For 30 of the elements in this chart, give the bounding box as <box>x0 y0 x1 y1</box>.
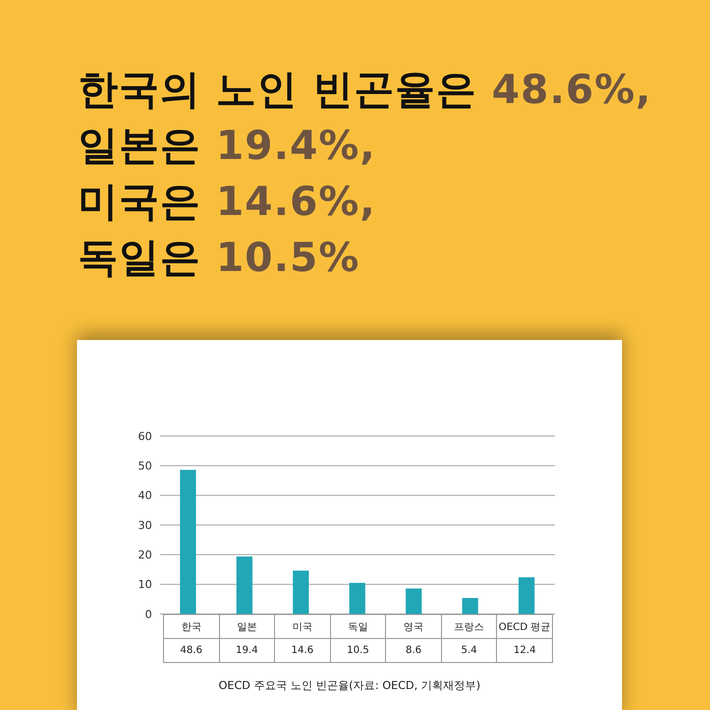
y-tick-label: 40 <box>138 489 152 502</box>
data-label: 48.6 <box>164 638 220 662</box>
x-tick-label: 미국 <box>274 614 330 638</box>
bar <box>518 577 535 614</box>
bar <box>349 582 366 614</box>
y-tick-label: 0 <box>145 608 152 621</box>
bar <box>406 588 422 614</box>
data-label: 14.6 <box>274 638 330 662</box>
x-tick-label: 영국 <box>386 614 442 638</box>
text: OECD 주요국 노인 빈곤율(자료: OECD, 기획재정부) <box>218 678 482 693</box>
chart-title: 한국의 노인 빈곤율은 48.6%, 일본은 19.4%, 미국은 14.6%, 독일은 10.5% <box>78 67 652 281</box>
x-tick-label: 프랑스 <box>441 614 497 638</box>
bar <box>462 598 478 614</box>
bar <box>180 470 196 614</box>
x-tick-label: OECD 평균 <box>496 614 552 638</box>
y-tick-label: 60 <box>138 430 152 443</box>
data-label: 19.4 <box>219 638 275 662</box>
bar <box>236 556 252 614</box>
data-label: 10.5 <box>330 638 386 662</box>
bar <box>292 570 309 614</box>
y-tick-label: 50 <box>138 460 152 473</box>
y-tick-label: 10 <box>138 578 152 592</box>
data-label: 5.4 <box>441 638 497 662</box>
data-label: 12.4 <box>496 638 552 662</box>
x-tick-label: 독일 <box>330 614 386 638</box>
y-tick-label: 30 <box>138 518 152 532</box>
y-tick-label: 20 <box>138 548 152 562</box>
x-tick-label: 일본 <box>219 614 275 638</box>
x-tick-label: 한국 <box>164 614 220 638</box>
data-label: 8.6 <box>386 638 442 662</box>
